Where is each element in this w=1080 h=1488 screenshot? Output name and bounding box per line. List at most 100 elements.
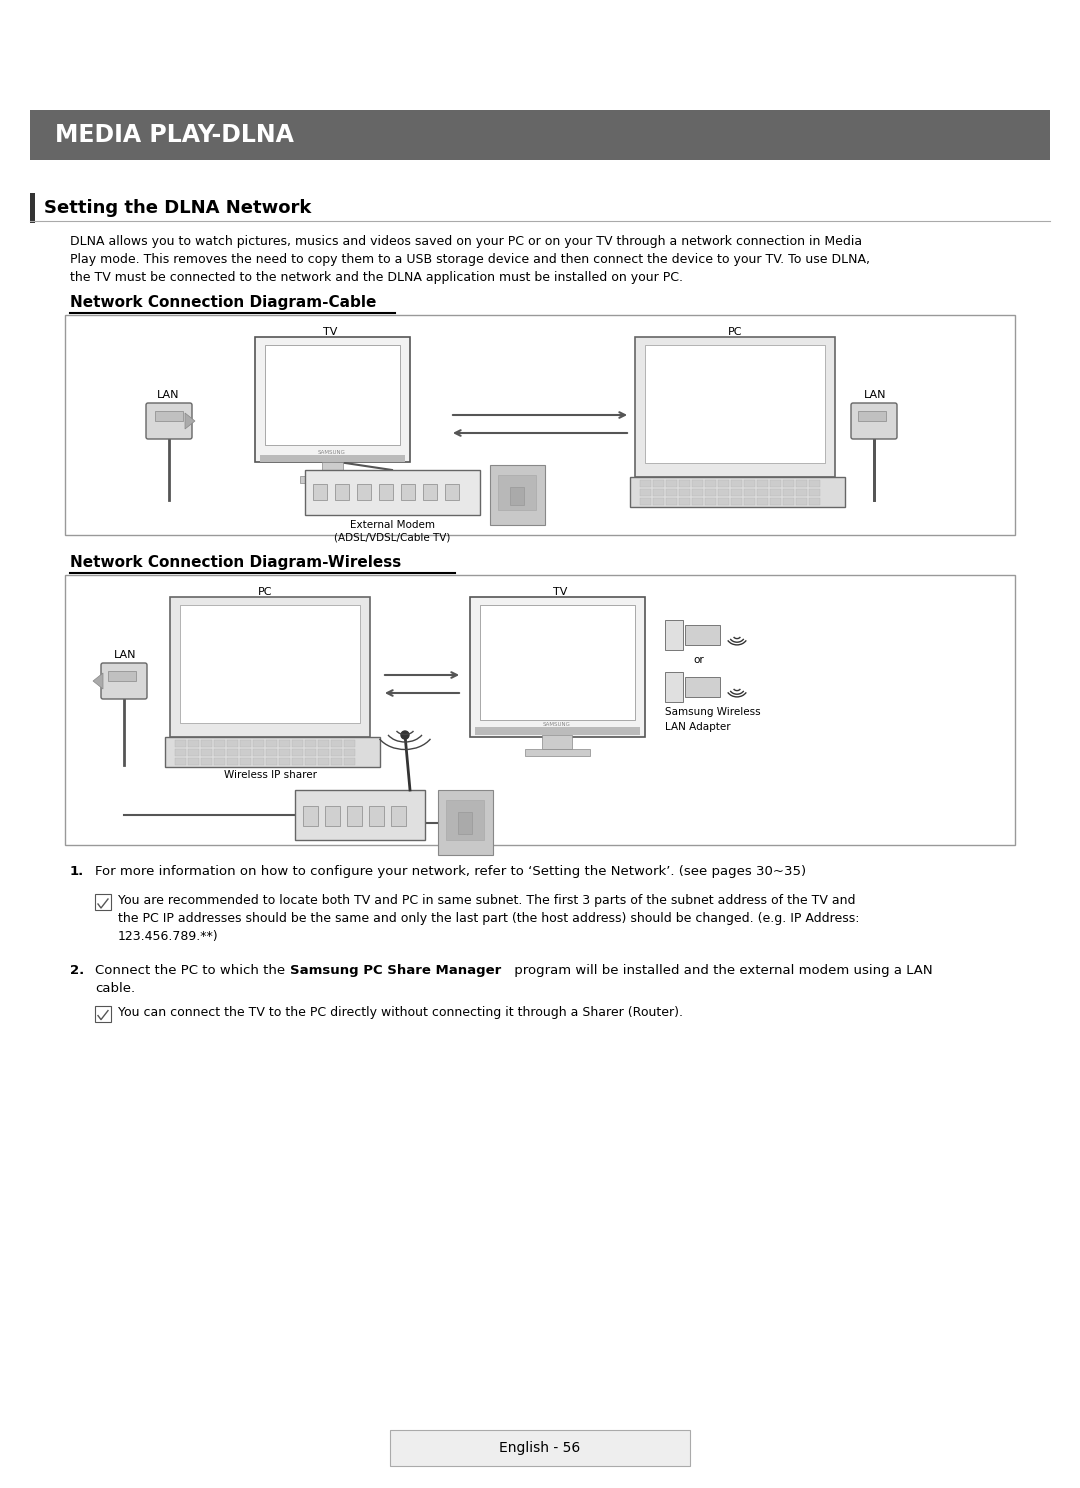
Text: LAN: LAN [157, 390, 179, 400]
FancyBboxPatch shape [180, 606, 360, 723]
FancyBboxPatch shape [653, 490, 664, 496]
FancyBboxPatch shape [770, 481, 781, 487]
FancyBboxPatch shape [303, 806, 318, 826]
FancyBboxPatch shape [175, 748, 186, 756]
FancyBboxPatch shape [305, 757, 316, 765]
FancyBboxPatch shape [640, 481, 651, 487]
Text: You are recommended to locate both TV and PC in same subnet. The first 3 parts o: You are recommended to locate both TV an… [118, 894, 855, 908]
FancyBboxPatch shape [718, 490, 729, 496]
FancyBboxPatch shape [146, 403, 192, 439]
FancyBboxPatch shape [718, 498, 729, 504]
FancyBboxPatch shape [640, 498, 651, 504]
FancyBboxPatch shape [322, 461, 343, 476]
Text: Setting the DLNA Network: Setting the DLNA Network [44, 199, 311, 217]
FancyBboxPatch shape [170, 597, 370, 737]
FancyBboxPatch shape [718, 481, 729, 487]
Text: External Modem: External Modem [350, 519, 434, 530]
FancyBboxPatch shape [240, 748, 251, 756]
FancyBboxPatch shape [255, 336, 410, 461]
FancyBboxPatch shape [260, 455, 405, 461]
FancyBboxPatch shape [770, 498, 781, 504]
FancyBboxPatch shape [345, 757, 355, 765]
FancyBboxPatch shape [108, 671, 136, 682]
FancyBboxPatch shape [175, 740, 186, 747]
FancyBboxPatch shape [490, 464, 545, 525]
FancyBboxPatch shape [666, 481, 677, 487]
Text: or: or [693, 655, 704, 665]
FancyBboxPatch shape [292, 740, 303, 747]
FancyBboxPatch shape [292, 748, 303, 756]
Text: LAN: LAN [449, 805, 471, 815]
FancyBboxPatch shape [313, 484, 327, 500]
FancyBboxPatch shape [665, 620, 683, 650]
FancyBboxPatch shape [796, 481, 807, 487]
FancyBboxPatch shape [705, 481, 716, 487]
FancyBboxPatch shape [858, 411, 886, 421]
FancyBboxPatch shape [292, 757, 303, 765]
FancyBboxPatch shape [266, 748, 276, 756]
Text: SAMSUNG: SAMSUNG [543, 722, 571, 728]
FancyBboxPatch shape [330, 740, 342, 747]
Text: Network Connection Diagram-Cable: Network Connection Diagram-Cable [70, 295, 376, 310]
FancyBboxPatch shape [679, 490, 690, 496]
FancyBboxPatch shape [692, 490, 703, 496]
FancyBboxPatch shape [851, 403, 897, 439]
FancyBboxPatch shape [653, 498, 664, 504]
FancyBboxPatch shape [279, 757, 291, 765]
Text: cable.: cable. [95, 982, 135, 995]
FancyBboxPatch shape [744, 498, 755, 504]
FancyBboxPatch shape [214, 757, 225, 765]
FancyBboxPatch shape [679, 481, 690, 487]
Text: program will be installed and the external modem using a LAN: program will be installed and the extern… [510, 964, 933, 978]
FancyBboxPatch shape [318, 757, 329, 765]
FancyBboxPatch shape [645, 345, 825, 463]
FancyBboxPatch shape [305, 748, 316, 756]
FancyBboxPatch shape [630, 478, 845, 507]
FancyBboxPatch shape [335, 484, 349, 500]
Text: TV: TV [323, 327, 337, 336]
FancyBboxPatch shape [685, 625, 720, 644]
FancyBboxPatch shape [757, 490, 768, 496]
FancyBboxPatch shape [65, 574, 1015, 845]
FancyBboxPatch shape [345, 740, 355, 747]
Text: LAN: LAN [864, 390, 887, 400]
FancyBboxPatch shape [240, 757, 251, 765]
FancyBboxPatch shape [640, 490, 651, 496]
Text: MEDIA PLAY-DLNA: MEDIA PLAY-DLNA [55, 124, 294, 147]
FancyBboxPatch shape [266, 740, 276, 747]
FancyBboxPatch shape [305, 740, 316, 747]
FancyBboxPatch shape [279, 740, 291, 747]
FancyBboxPatch shape [446, 801, 484, 841]
Text: DLNA allows you to watch pictures, musics and videos saved on your PC or on your: DLNA allows you to watch pictures, music… [70, 235, 862, 248]
Text: Wireless IP sharer: Wireless IP sharer [224, 769, 316, 780]
FancyBboxPatch shape [679, 498, 690, 504]
FancyBboxPatch shape [653, 481, 664, 487]
FancyBboxPatch shape [731, 490, 742, 496]
FancyBboxPatch shape [227, 740, 238, 747]
FancyBboxPatch shape [347, 806, 362, 826]
FancyBboxPatch shape [809, 481, 820, 487]
FancyBboxPatch shape [731, 481, 742, 487]
FancyBboxPatch shape [201, 748, 212, 756]
Text: 1.: 1. [70, 865, 84, 878]
FancyBboxPatch shape [390, 1430, 690, 1466]
Text: Play mode. This removes the need to copy them to a USB storage device and then c: Play mode. This removes the need to copy… [70, 253, 870, 266]
FancyBboxPatch shape [188, 740, 199, 747]
FancyBboxPatch shape [783, 481, 794, 487]
Text: 123.456.789.**): 123.456.789.**) [118, 930, 218, 943]
FancyBboxPatch shape [510, 487, 524, 504]
FancyBboxPatch shape [744, 481, 755, 487]
Text: LAN Adapter: LAN Adapter [665, 722, 731, 732]
Polygon shape [93, 673, 103, 689]
FancyBboxPatch shape [783, 498, 794, 504]
FancyBboxPatch shape [705, 498, 716, 504]
FancyBboxPatch shape [438, 790, 492, 856]
FancyBboxPatch shape [253, 740, 264, 747]
FancyBboxPatch shape [542, 735, 572, 748]
FancyBboxPatch shape [809, 498, 820, 504]
FancyBboxPatch shape [188, 757, 199, 765]
Text: Network Connection Diagram-Wireless: Network Connection Diagram-Wireless [70, 555, 402, 570]
FancyBboxPatch shape [731, 498, 742, 504]
FancyBboxPatch shape [445, 484, 459, 500]
Text: For more information on how to configure your network, refer to ‘Setting the Net: For more information on how to configure… [95, 865, 806, 878]
